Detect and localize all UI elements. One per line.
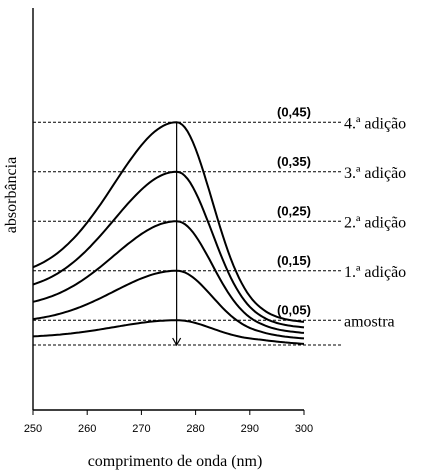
peak-value-label: (0,05) xyxy=(277,302,311,317)
x-tick-label: 300 xyxy=(295,423,313,435)
peak-value-label: (0,45) xyxy=(277,104,311,119)
x-tick-label: 260 xyxy=(78,423,96,435)
spectrum-curve xyxy=(32,319,305,345)
x-tick-label: 250 xyxy=(24,423,42,435)
peak-arrow xyxy=(172,122,182,347)
curves xyxy=(32,121,305,345)
series-name-label: amostra xyxy=(344,313,395,330)
peak-value-label: (0,25) xyxy=(277,203,311,218)
series-name-label: 1.ª adição xyxy=(344,264,406,281)
series-name-label: 4.ª adição xyxy=(344,115,406,132)
y-axis-title: absorbância xyxy=(3,157,20,233)
series-name-label: 3.ª adição xyxy=(344,165,406,182)
peak-value-label: (0,35) xyxy=(277,154,311,169)
spectrum-curve xyxy=(32,121,305,323)
x-tick-label: 290 xyxy=(241,423,259,435)
x-ticks: 250 260 270 280 290 300 xyxy=(24,410,313,435)
peak-value-label: (0,15) xyxy=(277,253,311,268)
x-tick-label: 280 xyxy=(186,423,204,435)
x-tick-label: 270 xyxy=(132,423,150,435)
series-name-label: 2.ª adição xyxy=(344,214,406,231)
axes xyxy=(32,8,304,411)
spectrum-curve xyxy=(32,269,305,340)
x-axis-title: comprimento de onda (nm) xyxy=(88,453,263,470)
series-labels: (0,05) amostra (0,15) 1.ª adição (0,25) 2.ª a… xyxy=(277,104,406,330)
spectrum-curve xyxy=(32,170,305,329)
spectrum-curve xyxy=(32,220,305,334)
arrow-head xyxy=(172,337,182,347)
